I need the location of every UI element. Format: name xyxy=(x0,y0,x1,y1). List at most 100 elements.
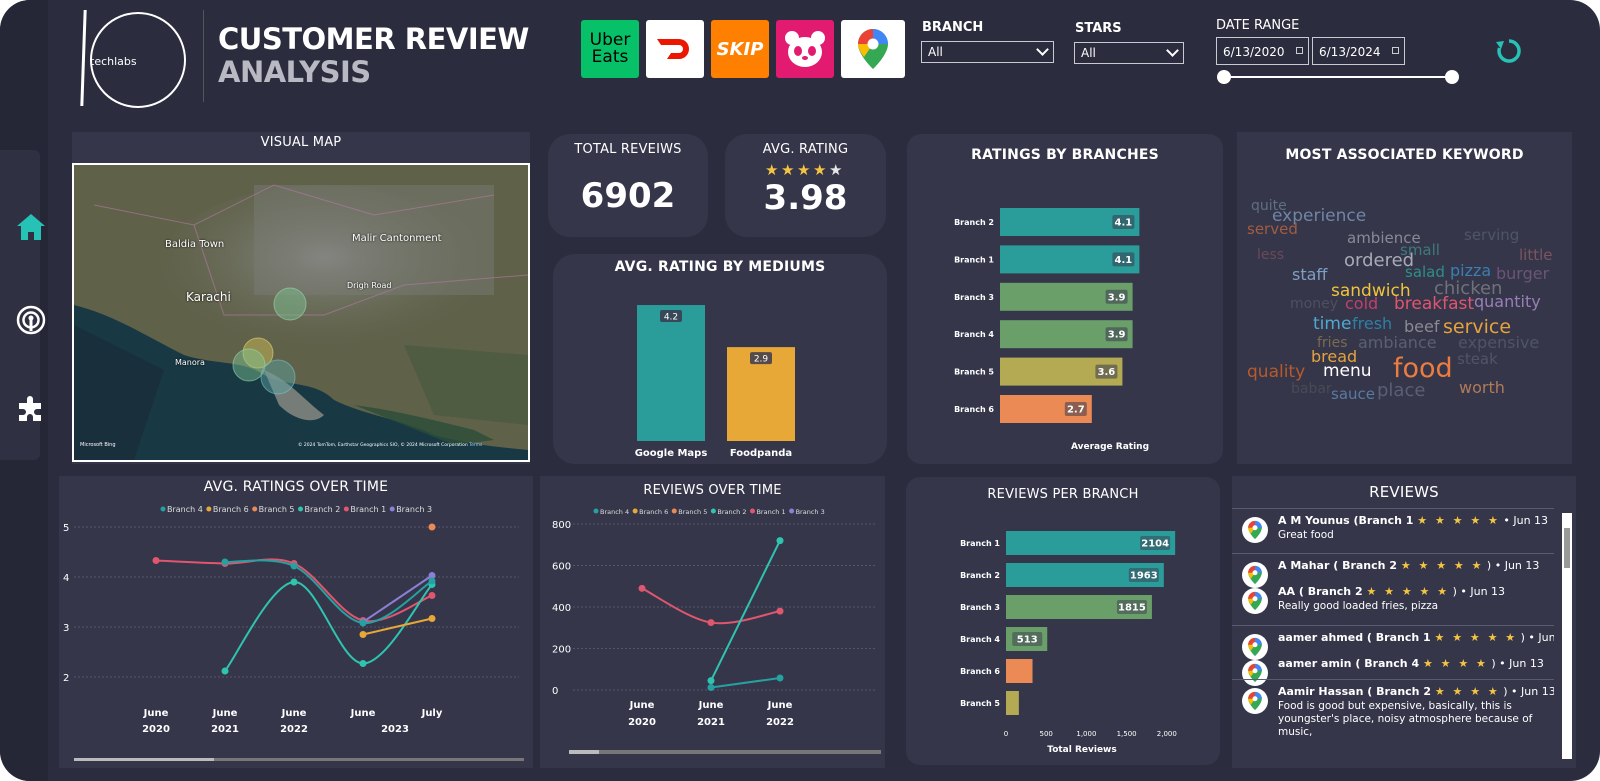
x-tick-label: 2,000 xyxy=(1157,730,1177,738)
branch-reviews-bar[interactable] xyxy=(1006,691,1019,715)
keyword-item[interactable]: beef xyxy=(1404,317,1440,336)
review-item[interactable]: AA ( Branch 2 ★ ★ ★ ★ ★ ) • Jun 13 Really… xyxy=(1232,580,1554,625)
series-point[interactable] xyxy=(638,584,646,592)
series-line[interactable] xyxy=(224,580,433,672)
keyword-item[interactable]: pizza xyxy=(1450,261,1492,280)
skip-logo[interactable]: SKIP xyxy=(711,20,769,78)
series-point[interactable] xyxy=(290,578,298,586)
keyword-item[interactable]: fries xyxy=(1317,335,1348,351)
review-item[interactable]: A Mahar ( Branch 2 ★ ★ ★ ★ ★ ) • Jun 13 xyxy=(1232,553,1554,588)
keyword-item[interactable]: menu xyxy=(1323,361,1372,381)
stars-select[interactable]: All xyxy=(1074,42,1184,64)
series-point[interactable] xyxy=(776,537,784,545)
branch-reviews-bar[interactable] xyxy=(1006,659,1033,683)
puzzle-icon[interactable] xyxy=(14,392,48,426)
keyword-item[interactable]: sandwich xyxy=(1331,281,1411,301)
date-start-input[interactable]: 6/13/2020 xyxy=(1216,37,1309,65)
series-line[interactable] xyxy=(641,587,781,625)
keyword-item[interactable]: quite xyxy=(1251,198,1287,214)
keyword-item[interactable]: service xyxy=(1443,316,1512,338)
series-line[interactable] xyxy=(224,559,433,625)
keyword-item[interactable]: burger xyxy=(1496,264,1550,283)
series-line[interactable] xyxy=(710,540,781,682)
keyword-item[interactable]: ordered xyxy=(1344,250,1415,271)
keyword-item[interactable]: fresh xyxy=(1352,314,1393,333)
branch-category-label: Branch 4 xyxy=(960,635,1000,644)
keyword-item[interactable]: money xyxy=(1290,296,1338,312)
series-point[interactable] xyxy=(776,674,784,682)
date-slider-handle-start[interactable] xyxy=(1217,70,1231,84)
series-line[interactable] xyxy=(362,574,433,623)
keyword-item[interactable]: chicken xyxy=(1434,278,1503,299)
ratings-time-scrollbar[interactable] xyxy=(74,758,524,761)
series-point[interactable] xyxy=(290,562,298,570)
satellite-map[interactable]: Baldia Town Malir Cantonment Karachi Dri… xyxy=(72,163,530,462)
series-point[interactable] xyxy=(428,592,436,599)
date-slider-track[interactable] xyxy=(1224,76,1454,78)
keyword-item[interactable]: steak xyxy=(1457,350,1498,368)
series-point[interactable] xyxy=(707,684,715,692)
series-point[interactable] xyxy=(221,558,229,566)
uber-eats-logo[interactable]: Uber Eats xyxy=(581,20,639,78)
series-point[interactable] xyxy=(359,660,367,667)
medium-bar[interactable] xyxy=(637,305,705,441)
foodpanda-logo[interactable] xyxy=(776,20,834,78)
series-point[interactable] xyxy=(707,619,715,627)
keyword-item[interactable]: babar xyxy=(1291,381,1332,397)
keyword-item[interactable]: staff xyxy=(1292,265,1328,284)
keyword-item[interactable]: served xyxy=(1247,220,1298,238)
medium-value-label: 2.9 xyxy=(754,355,769,365)
keyword-item[interactable]: less xyxy=(1257,247,1285,263)
series-point[interactable] xyxy=(428,572,436,579)
review-item[interactable]: Aamir Hassan ( Branch 2 ★ ★ ★ ★ ) • Jun … xyxy=(1232,679,1554,738)
keyword-item[interactable]: small xyxy=(1400,241,1440,259)
x-year-label: 2020 xyxy=(142,724,170,735)
doordash-logo[interactable] xyxy=(646,20,704,78)
keyword-item[interactable]: worth xyxy=(1459,378,1505,397)
review-list[interactable]: A M Younus (Branch 1 ★ ★ ★ ★ ★ • Jun 13 G… xyxy=(1232,508,1554,766)
keyword-item[interactable]: food xyxy=(1393,353,1453,384)
x-year-label: 2022 xyxy=(280,724,308,735)
series-point[interactable] xyxy=(428,523,436,531)
keyword-item[interactable]: ambience xyxy=(1347,229,1421,247)
review-item[interactable]: aamer ahmed ( Branch 1 ★ ★ ★ ★ ★ ) • Jun… xyxy=(1232,625,1554,660)
series-line[interactable] xyxy=(710,676,781,689)
series-point[interactable] xyxy=(152,557,160,564)
series-point[interactable] xyxy=(428,577,436,585)
keyword-item[interactable]: cold xyxy=(1345,294,1379,313)
techlabs-logo: techlabs xyxy=(80,10,188,110)
keyword-item[interactable]: experience xyxy=(1272,206,1367,226)
keyword-item[interactable]: sauce xyxy=(1331,385,1375,403)
review-item[interactable]: A M Younus (Branch 1 ★ ★ ★ ★ ★ • Jun 13 G… xyxy=(1232,508,1554,553)
refresh-icon[interactable] xyxy=(1494,36,1524,66)
series-point[interactable] xyxy=(707,677,715,685)
series-point[interactable] xyxy=(359,619,367,627)
keyword-item[interactable]: quality xyxy=(1247,362,1306,382)
google-maps-logo[interactable] xyxy=(841,20,905,78)
keyword-item[interactable]: salad xyxy=(1405,263,1445,281)
keyword-item[interactable]: serving xyxy=(1464,226,1520,244)
home-icon[interactable] xyxy=(14,210,48,244)
keyword-item[interactable]: time xyxy=(1313,314,1352,334)
date-end-input[interactable]: 6/13/2024 xyxy=(1312,37,1405,65)
series-line[interactable] xyxy=(362,617,433,636)
podcast-icon[interactable] xyxy=(14,303,48,337)
date-slider-handle-end[interactable] xyxy=(1445,70,1459,84)
series-point[interactable] xyxy=(359,631,367,638)
keyword-item[interactable]: breakfast xyxy=(1394,294,1475,314)
keyword-item[interactable]: bread xyxy=(1311,347,1358,366)
keyword-item[interactable]: place xyxy=(1377,380,1426,401)
reviews-time-scrollbar[interactable] xyxy=(569,750,881,754)
review-item[interactable]: aamer amin ( Branch 4 ★ ★ ★ ★ ) • Jun 13 xyxy=(1232,652,1554,686)
keyword-item[interactable]: quantity xyxy=(1474,292,1541,311)
keyword-item[interactable]: little xyxy=(1519,246,1553,264)
branch-select[interactable]: All xyxy=(921,41,1054,63)
series-point[interactable] xyxy=(776,607,784,615)
reviews-scrollbar[interactable] xyxy=(1562,513,1572,759)
series-point[interactable] xyxy=(428,615,436,622)
review-stars-icon: ★ ★ ★ ★ ★ xyxy=(1417,514,1500,527)
series-point[interactable] xyxy=(221,667,229,675)
keyword-item[interactable]: expensive xyxy=(1458,333,1540,352)
keyword-item[interactable]: ambiance xyxy=(1358,333,1437,352)
